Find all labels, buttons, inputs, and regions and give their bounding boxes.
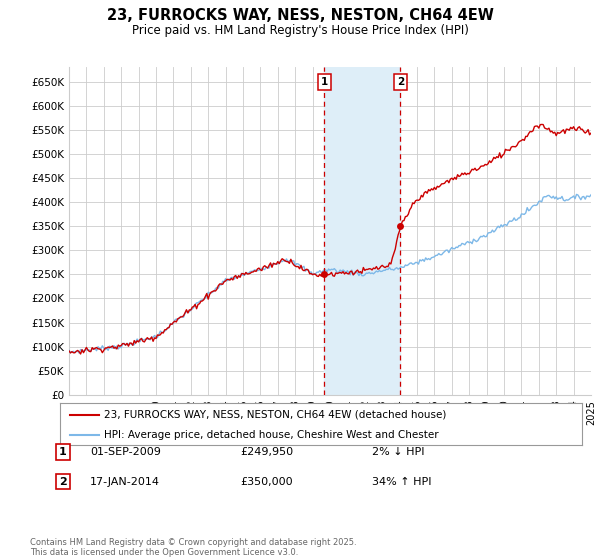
Bar xyxy=(324,67,400,395)
Text: 1: 1 xyxy=(320,77,328,87)
Text: 17-JAN-2014: 17-JAN-2014 xyxy=(90,477,160,487)
Text: Price paid vs. HM Land Registry's House Price Index (HPI): Price paid vs. HM Land Registry's House … xyxy=(131,24,469,36)
Text: 34% ↑ HPI: 34% ↑ HPI xyxy=(372,477,431,487)
Text: 2: 2 xyxy=(397,77,404,87)
Text: 1: 1 xyxy=(59,447,67,457)
Text: HPI: Average price, detached house, Cheshire West and Chester: HPI: Average price, detached house, Ches… xyxy=(104,430,439,440)
Text: £350,000: £350,000 xyxy=(240,477,293,487)
Text: Contains HM Land Registry data © Crown copyright and database right 2025.
This d: Contains HM Land Registry data © Crown c… xyxy=(30,538,356,557)
Text: 23, FURROCKS WAY, NESS, NESTON, CH64 4EW (detached house): 23, FURROCKS WAY, NESS, NESTON, CH64 4EW… xyxy=(104,409,447,419)
Text: £249,950: £249,950 xyxy=(240,447,293,457)
Text: 01-SEP-2009: 01-SEP-2009 xyxy=(90,447,161,457)
Text: 2% ↓ HPI: 2% ↓ HPI xyxy=(372,447,425,457)
Text: 23, FURROCKS WAY, NESS, NESTON, CH64 4EW: 23, FURROCKS WAY, NESS, NESTON, CH64 4EW xyxy=(107,8,493,24)
Text: 2: 2 xyxy=(59,477,67,487)
